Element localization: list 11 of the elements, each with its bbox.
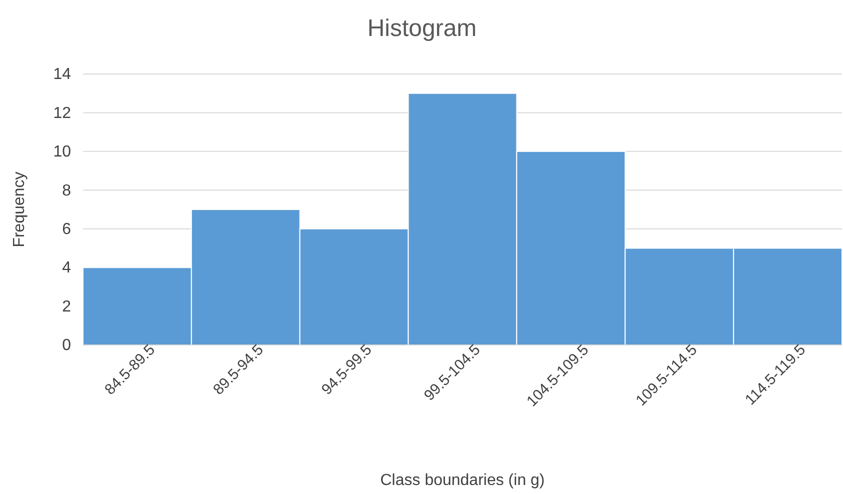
- y-tick-label: 0: [62, 337, 72, 354]
- y-tick-label: 10: [53, 144, 72, 161]
- chart-title: Histogram: [367, 15, 477, 42]
- y-tick-label: 2: [62, 298, 72, 316]
- y-tick-label: 12: [53, 104, 72, 122]
- y-tick-label: 6: [62, 220, 72, 238]
- y-tick-label: 8: [62, 182, 72, 200]
- y-axis-title: Frequency: [11, 172, 28, 248]
- x-axis-title: Class boundaries (in g): [380, 472, 545, 489]
- y-tick-label: 4: [62, 260, 72, 277]
- y-tick-label: 14: [53, 66, 72, 84]
